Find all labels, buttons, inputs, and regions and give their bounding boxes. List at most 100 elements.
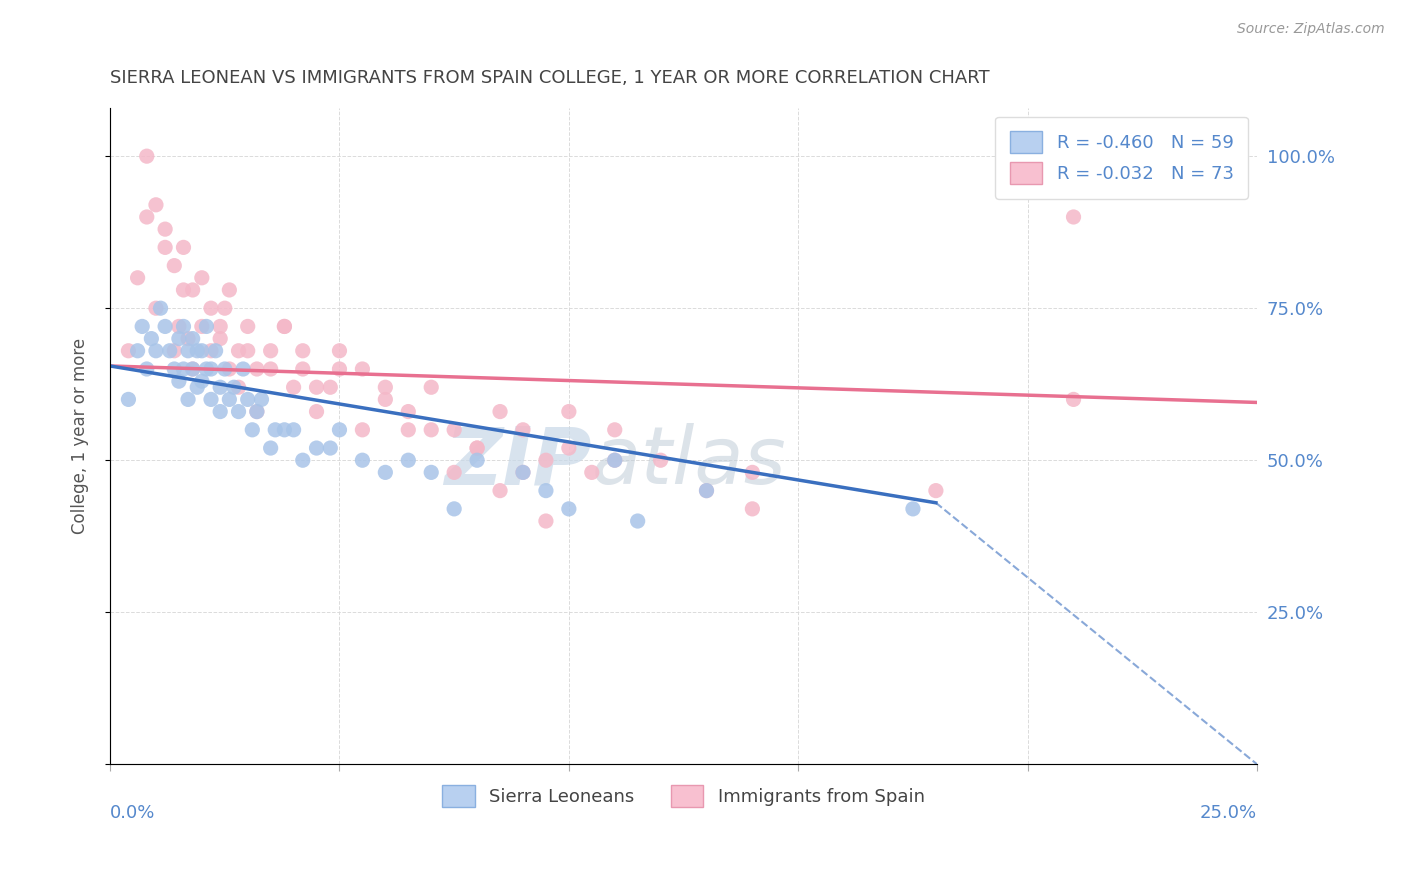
Point — [218, 362, 240, 376]
Point — [163, 343, 186, 358]
Point — [259, 362, 281, 376]
Point — [214, 301, 236, 316]
Point — [695, 483, 717, 498]
Point — [228, 380, 250, 394]
Point — [209, 332, 232, 346]
Point — [153, 222, 176, 236]
Point — [177, 392, 200, 407]
Point — [420, 466, 443, 480]
Point — [283, 380, 305, 394]
Point — [534, 453, 557, 467]
Point — [1063, 210, 1085, 224]
Point — [273, 319, 295, 334]
Point — [305, 380, 328, 394]
Point — [650, 453, 672, 467]
Point — [374, 466, 396, 480]
Point — [695, 483, 717, 498]
Point — [153, 319, 176, 334]
Point — [181, 362, 204, 376]
Text: 25.0%: 25.0% — [1199, 804, 1257, 822]
Point — [259, 343, 281, 358]
Point — [627, 514, 650, 528]
Point — [259, 441, 281, 455]
Point — [352, 362, 374, 376]
Point — [200, 392, 222, 407]
Point — [200, 343, 222, 358]
Point — [534, 514, 557, 528]
Point — [328, 343, 350, 358]
Text: ZIP: ZIP — [444, 423, 592, 501]
Point — [246, 404, 269, 418]
Point — [305, 441, 328, 455]
Point — [291, 343, 314, 358]
Point — [172, 362, 194, 376]
Point — [352, 453, 374, 467]
Point — [177, 343, 200, 358]
Point — [145, 301, 167, 316]
Point — [352, 423, 374, 437]
Point — [204, 343, 226, 358]
Point — [172, 240, 194, 254]
Point — [465, 453, 488, 467]
Point — [200, 362, 222, 376]
Point — [191, 319, 214, 334]
Point — [172, 283, 194, 297]
Point — [319, 441, 342, 455]
Point — [145, 343, 167, 358]
Point — [443, 423, 465, 437]
Point — [374, 392, 396, 407]
Point — [291, 362, 314, 376]
Point — [209, 319, 232, 334]
Point — [396, 423, 419, 437]
Point — [512, 423, 534, 437]
Point — [218, 392, 240, 407]
Point — [328, 423, 350, 437]
Point — [222, 380, 245, 394]
Point — [264, 423, 287, 437]
Point — [246, 404, 269, 418]
Point — [228, 404, 250, 418]
Point — [195, 362, 218, 376]
Point — [172, 319, 194, 334]
Point — [228, 343, 250, 358]
Point — [145, 198, 167, 212]
Point — [512, 466, 534, 480]
Point — [209, 404, 232, 418]
Point — [186, 343, 208, 358]
Point — [489, 483, 512, 498]
Point — [305, 404, 328, 418]
Point — [117, 343, 139, 358]
Point — [236, 343, 259, 358]
Point — [181, 332, 204, 346]
Point — [603, 423, 626, 437]
Text: atlas: atlas — [592, 423, 786, 501]
Point — [191, 374, 214, 388]
Point — [420, 380, 443, 394]
Point — [396, 404, 419, 418]
Point — [214, 362, 236, 376]
Point — [603, 453, 626, 467]
Point — [163, 259, 186, 273]
Point — [250, 392, 273, 407]
Point — [374, 380, 396, 394]
Point — [163, 362, 186, 376]
Point — [236, 319, 259, 334]
Point — [1063, 392, 1085, 407]
Point — [209, 380, 232, 394]
Point — [181, 362, 204, 376]
Point — [191, 270, 214, 285]
Point — [741, 501, 763, 516]
Point — [581, 466, 603, 480]
Point — [127, 270, 149, 285]
Point — [465, 441, 488, 455]
Legend: Sierra Leoneans, Immigrants from Spain: Sierra Leoneans, Immigrants from Spain — [436, 778, 932, 814]
Point — [925, 483, 948, 498]
Point — [232, 362, 254, 376]
Point — [420, 423, 443, 437]
Point — [741, 466, 763, 480]
Point — [328, 362, 350, 376]
Point — [218, 283, 240, 297]
Point — [195, 319, 218, 334]
Point — [246, 362, 269, 376]
Point — [167, 374, 190, 388]
